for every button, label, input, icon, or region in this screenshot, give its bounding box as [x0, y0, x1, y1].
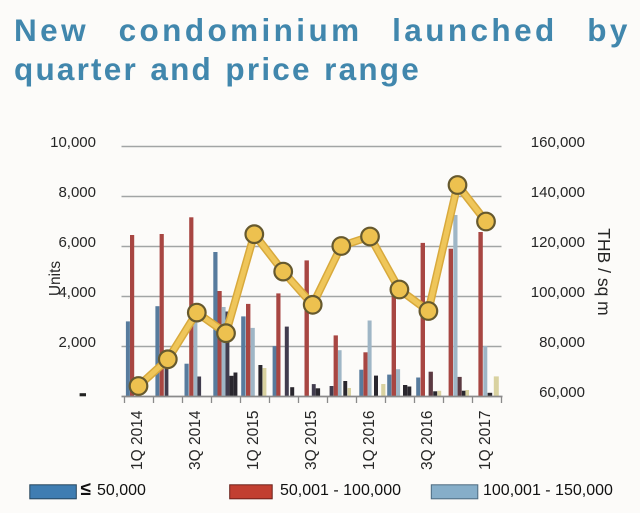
svg-text:≤: ≤: [81, 479, 91, 500]
svg-text:120,000: 120,000: [531, 234, 585, 251]
svg-text:3Q 2014: 3Q 2014: [187, 410, 204, 470]
svg-text:8,000: 8,000: [58, 184, 96, 201]
svg-text:2,000: 2,000: [58, 334, 96, 351]
svg-text:Units: Units: [47, 261, 64, 297]
svg-text:1Q 2017: 1Q 2017: [477, 411, 494, 470]
svg-text:4,000: 4,000: [58, 284, 96, 301]
svg-text:1Q 2014: 1Q 2014: [129, 410, 146, 470]
svg-text:1Q 2016: 1Q 2016: [361, 411, 378, 470]
svg-text:1Q 2015: 1Q 2015: [245, 411, 262, 470]
svg-text:3Q 2015: 3Q 2015: [303, 411, 320, 470]
svg-text:100,001 - 150,000: 100,001 - 150,000: [483, 482, 613, 499]
svg-text:quarter and price range: quarter and price range: [14, 51, 421, 87]
svg-text:50,001 - 100,000: 50,001 - 100,000: [280, 482, 401, 499]
svg-text:60,000: 60,000: [539, 384, 585, 401]
svg-text:10,000: 10,000: [50, 134, 96, 151]
svg-text:140,000: 140,000: [531, 184, 585, 201]
svg-text:3Q 2016: 3Q 2016: [419, 411, 436, 470]
svg-text:100,000: 100,000: [531, 284, 585, 301]
svg-text:6,000: 6,000: [58, 234, 96, 251]
svg-text:80,000: 80,000: [539, 334, 585, 351]
svg-text:THB / sq m: THB / sq m: [594, 228, 614, 316]
svg-text:160,000: 160,000: [531, 134, 585, 151]
svg-text:50,000: 50,000: [97, 482, 146, 499]
svg-text:New condominium launched by: New condominium launched by: [14, 12, 631, 48]
